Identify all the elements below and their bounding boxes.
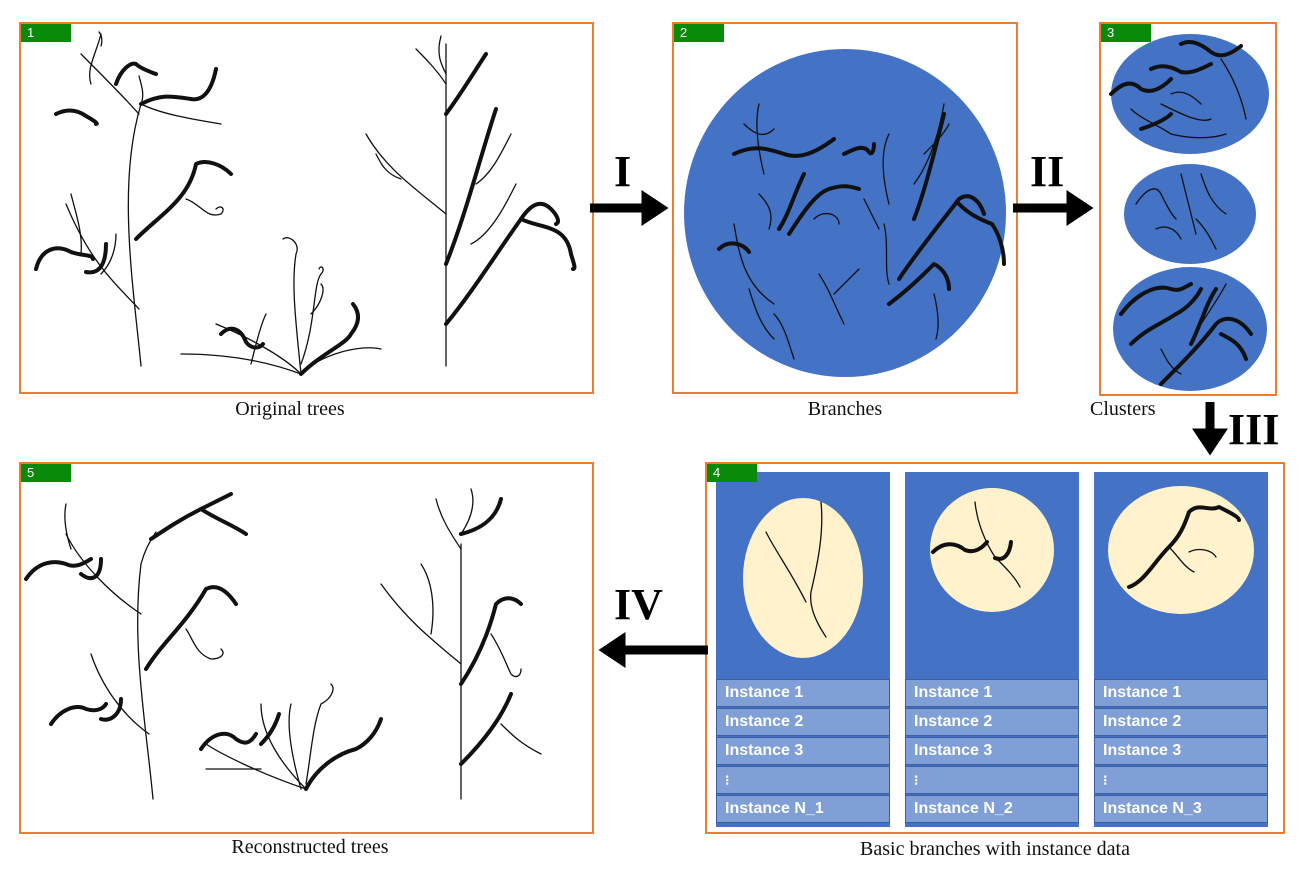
instance-row[interactable]: Instance 3 [1094,737,1268,765]
instance-row[interactable]: Instance 3 [716,737,890,765]
cluster-3-branches [1119,282,1253,386]
panel-clusters: 3 [1099,22,1277,396]
original-trees-drawing [34,31,577,376]
tree-pine [380,488,542,800]
cluster-2-branches [1135,173,1227,250]
tree-left [24,492,248,800]
step-label-3: III [1228,405,1280,454]
branch-column-2: Instance 1 Instance 2 Instance 3 ⁝ Insta… [905,472,1079,827]
ellipsis-icon: ⁝ [914,772,919,788]
cluster-1-branches [1109,40,1247,139]
caption-original-trees: Original trees [235,398,345,420]
panel-badge: 1 [21,24,71,42]
instance-row[interactable]: Instance 1 [716,679,890,707]
ellipsis-row: ⁝ [1094,766,1268,794]
basic-branch-1 [743,498,863,658]
basic-branch-2 [930,488,1054,612]
panel-badge: 3 [1101,24,1151,42]
tree-bush [199,683,383,791]
panel-badge: 4 [707,464,757,482]
panel-branches: 2 [672,22,1018,394]
instance-row[interactable]: Instance 3 [905,737,1079,765]
instance-row[interactable]: Instance 2 [716,708,890,736]
caption-basic-branches: Basic branches with instance data [860,838,1130,860]
clusters-drawing [1109,34,1269,391]
basic-branch-3 [1108,486,1254,614]
caption-branches: Branches [807,398,883,420]
step-label-4: IV [614,580,663,629]
ellipsis-row: ⁝ [905,766,1079,794]
reconstructed-trees-drawing [24,488,542,800]
panel-badge: 2 [674,24,724,42]
instance-row[interactable]: Instance 1 [1094,679,1268,707]
instance-row[interactable]: Instance 2 [905,708,1079,736]
cluster-1 [1111,34,1269,154]
instance-row[interactable]: Instance N_1 [716,795,890,823]
ellipsis-row: ⁝ [716,766,890,794]
caption-clusters: Clusters [1090,398,1156,420]
branches-blob [684,49,1006,377]
panel-original-trees: 1 [19,22,594,394]
tree-pine [365,35,577,367]
step-label-2: II [1030,147,1065,196]
scattered-branches [717,103,1006,360]
tree-bush [180,237,382,376]
step-label-1: I [614,147,632,196]
instance-row[interactable]: Instance N_3 [1094,795,1268,823]
branches-drawing [684,49,1006,377]
ellipsis-icon: ⁝ [1103,772,1108,788]
tree-left [34,31,233,367]
instance-row[interactable]: Instance 2 [1094,708,1268,736]
panel-basic-branches: 4 Instance 1 Instance 2 Instance 3 ⁝ Ins… [705,462,1285,834]
instance-row[interactable]: Instance 1 [905,679,1079,707]
cluster-2 [1124,164,1256,264]
cluster-3 [1113,267,1267,391]
ellipsis-icon: ⁝ [725,772,730,788]
branch-column-3: Instance 1 Instance 2 Instance 3 ⁝ Insta… [1094,472,1268,827]
instance-row[interactable]: Instance N_2 [905,795,1079,823]
panel-reconstructed-trees: 5 [19,462,594,834]
caption-reconstructed-trees: Reconstructed trees [231,836,389,858]
panel-badge: 5 [21,464,71,482]
branch-column-1: Instance 1 Instance 2 Instance 3 ⁝ Insta… [716,472,890,827]
